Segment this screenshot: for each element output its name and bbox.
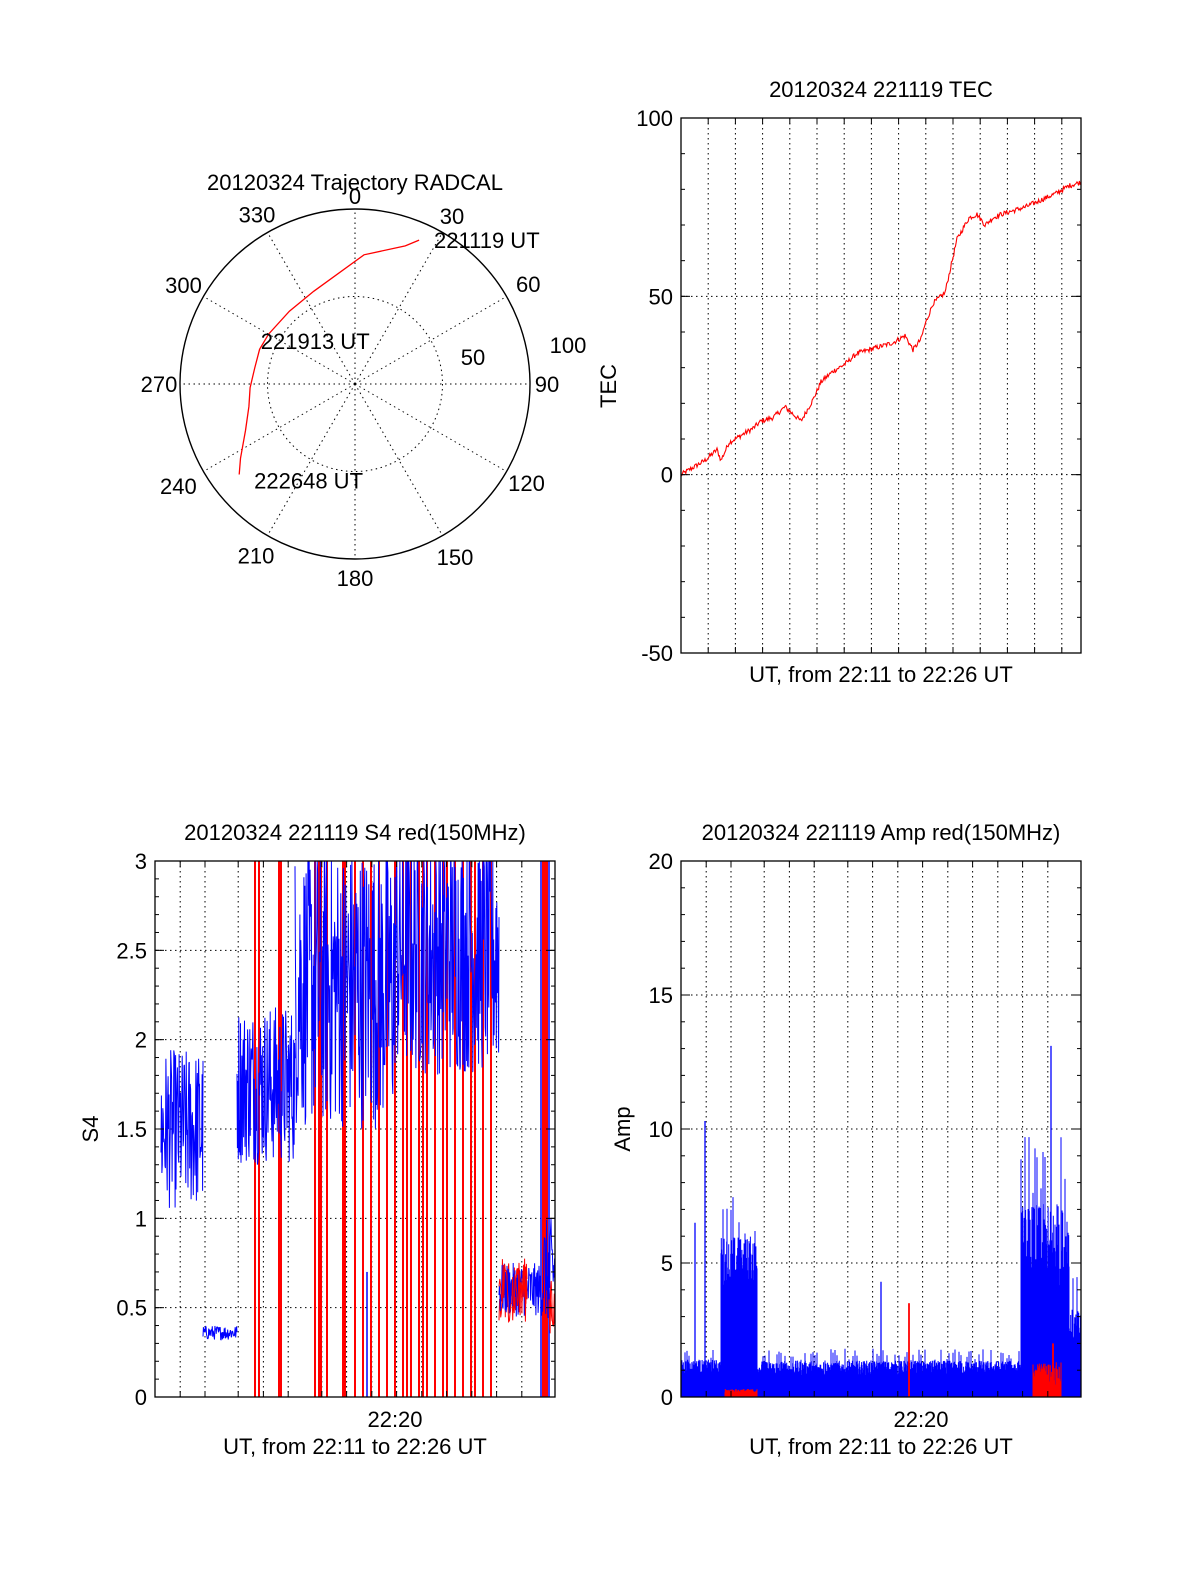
- polar-azimuth-label: 300: [165, 273, 202, 298]
- amp-title: 20120324 221119 Amp red(150MHz): [702, 820, 1061, 845]
- y-tick-label: 2.5: [116, 938, 147, 963]
- s4-blue-segment: [294, 860, 396, 1129]
- tec-series: [680, 180, 1082, 477]
- y-tick-label: 0: [661, 463, 673, 488]
- y-tick-label: -50: [641, 641, 673, 666]
- polar-spoke-30: [354, 232, 443, 385]
- polar-azimuth-label: 150: [437, 545, 474, 570]
- polar-azimuth-label: 270: [141, 372, 178, 397]
- y-tick-label: 0: [661, 1385, 673, 1410]
- polar-azimuth-label: 90: [535, 372, 559, 397]
- amp-blue-segment: [1020, 1137, 1070, 1397]
- s4-tick-labels: 0 0.5 1 1.5 2 2.5 3 22:20: [116, 849, 555, 1432]
- polar-spoke-210: [267, 383, 356, 536]
- s4-title: 20120324 221119 S4 red(150MHz): [184, 820, 526, 845]
- s4-red-top-segment: [548, 1293, 556, 1331]
- polar-ring-50: [267, 296, 443, 472]
- polar-azimuth-label: 210: [238, 543, 275, 568]
- y-tick-label: 1: [135, 1206, 147, 1231]
- y-tick-label: 0.5: [116, 1296, 147, 1321]
- polar-spoke-150: [354, 383, 443, 536]
- polar-title: 20120324 Trajectory RADCAL: [207, 170, 503, 195]
- polar-radial-label: 50: [461, 345, 485, 370]
- polar-outer-ring: [179, 208, 531, 560]
- s4-blue-segment: [236, 1007, 296, 1165]
- tec-ylabel: TEC: [596, 364, 621, 408]
- s4-plot: 20120324 221119 S4 red(150MHz) 0 0.5 1 1.5 2…: [78, 820, 556, 1459]
- amp-red-segment: [724, 1389, 758, 1397]
- polar-spoke-60: [354, 296, 507, 385]
- trajectory-annotation: 221119 UT: [434, 228, 540, 253]
- s4-ylabel: S4: [78, 1116, 103, 1143]
- amp-red-segment: [1032, 1362, 1062, 1397]
- s4-xlabel: UT, from 22:11 to 22:26 UT: [223, 1434, 487, 1459]
- x-tick-label: 22:20: [893, 1407, 948, 1432]
- polar-azimuth-label: 30: [440, 204, 464, 229]
- y-tick-label: 5: [661, 1251, 673, 1276]
- amp-xlabel: UT, from 22:11 to 22:26 UT: [749, 1434, 1013, 1459]
- polar-azimuth-label: 120: [508, 471, 545, 496]
- y-tick-label: 1.5: [116, 1117, 147, 1142]
- tec-title: 20120324 221119 TEC: [769, 77, 993, 102]
- trajectory-line: [238, 239, 420, 475]
- tec-line: [680, 180, 1082, 477]
- amp-blue-segment: [680, 1349, 722, 1397]
- x-tick-label: 22:20: [367, 1407, 422, 1432]
- amp-blue-segment: [720, 1197, 758, 1397]
- tec-frame: [680, 117, 1082, 654]
- trajectory-annotation: 222648 UT: [254, 469, 363, 494]
- amp-grid: [681, 861, 1081, 1397]
- s4-blue-segment: [394, 860, 500, 1075]
- s4-series: [160, 860, 556, 1397]
- tec-tick-labels: -50 0 50 100: [636, 106, 1081, 666]
- polar-trajectory-plot: 20120324 Trajectory RADCAL 0 30 60 90 120 150…: [141, 170, 587, 591]
- y-tick-label: 10: [649, 1117, 673, 1142]
- polar-azimuth-label: 60: [516, 272, 540, 297]
- amp-blue-segment: [1068, 1277, 1082, 1397]
- polar-azimuth-label: 180: [337, 566, 374, 591]
- trajectory-annotation: 221913 UT: [261, 329, 370, 354]
- s4-blue-segment: [202, 1325, 238, 1341]
- trajectory-annotations: 221119 UT 221913 UT 222648 UT: [254, 228, 539, 493]
- polar-spoke-300: [203, 296, 356, 385]
- polar-azimuth-label: 240: [160, 474, 197, 499]
- polar-azimuth-label: 330: [239, 202, 276, 227]
- amp-tick-labels: 0 5 10 15 20 22:20: [649, 849, 1081, 1432]
- amp-blue-segment: [756, 1348, 1022, 1397]
- amp-series: [680, 1045, 1082, 1397]
- polar-azimuth-labels: 0 30 60 90 120 150 180 210 240 270 300 330: [141, 184, 560, 591]
- tec-grid: [681, 118, 1081, 653]
- amp-plot: 20120324 221119 Amp red(150MHz) 0 5 10 15 20…: [610, 820, 1082, 1459]
- amp-ylabel: Amp: [610, 1106, 635, 1151]
- y-tick-label: 0: [135, 1385, 147, 1410]
- y-tick-label: 100: [636, 106, 673, 131]
- polar-spoke-240: [203, 383, 356, 472]
- polar-azimuth-label: 0: [349, 184, 361, 209]
- y-tick-label: 50: [649, 284, 673, 309]
- tec-xlabel: UT, from 22:11 to 22:26 UT: [749, 662, 1013, 687]
- tec-plot: 20120324 221119 TEC -50 0 50 100 TEC UT, fr…: [596, 77, 1082, 687]
- polar-spoke-330: [267, 232, 356, 385]
- y-tick-label: 20: [649, 849, 673, 874]
- y-tick-label: 3: [135, 849, 147, 874]
- polar-grid: [179, 208, 531, 560]
- y-tick-label: 2: [135, 1028, 147, 1053]
- s4-blue-segment: [498, 1262, 544, 1317]
- polar-spoke-120: [354, 383, 507, 472]
- polar-radial-labels: 50 100: [461, 333, 587, 370]
- s4-blue-segment: [160, 1050, 204, 1208]
- y-tick-label: 15: [649, 983, 673, 1008]
- polar-radial-label: 100: [550, 333, 587, 358]
- s4-red-top-segment: [498, 1258, 528, 1323]
